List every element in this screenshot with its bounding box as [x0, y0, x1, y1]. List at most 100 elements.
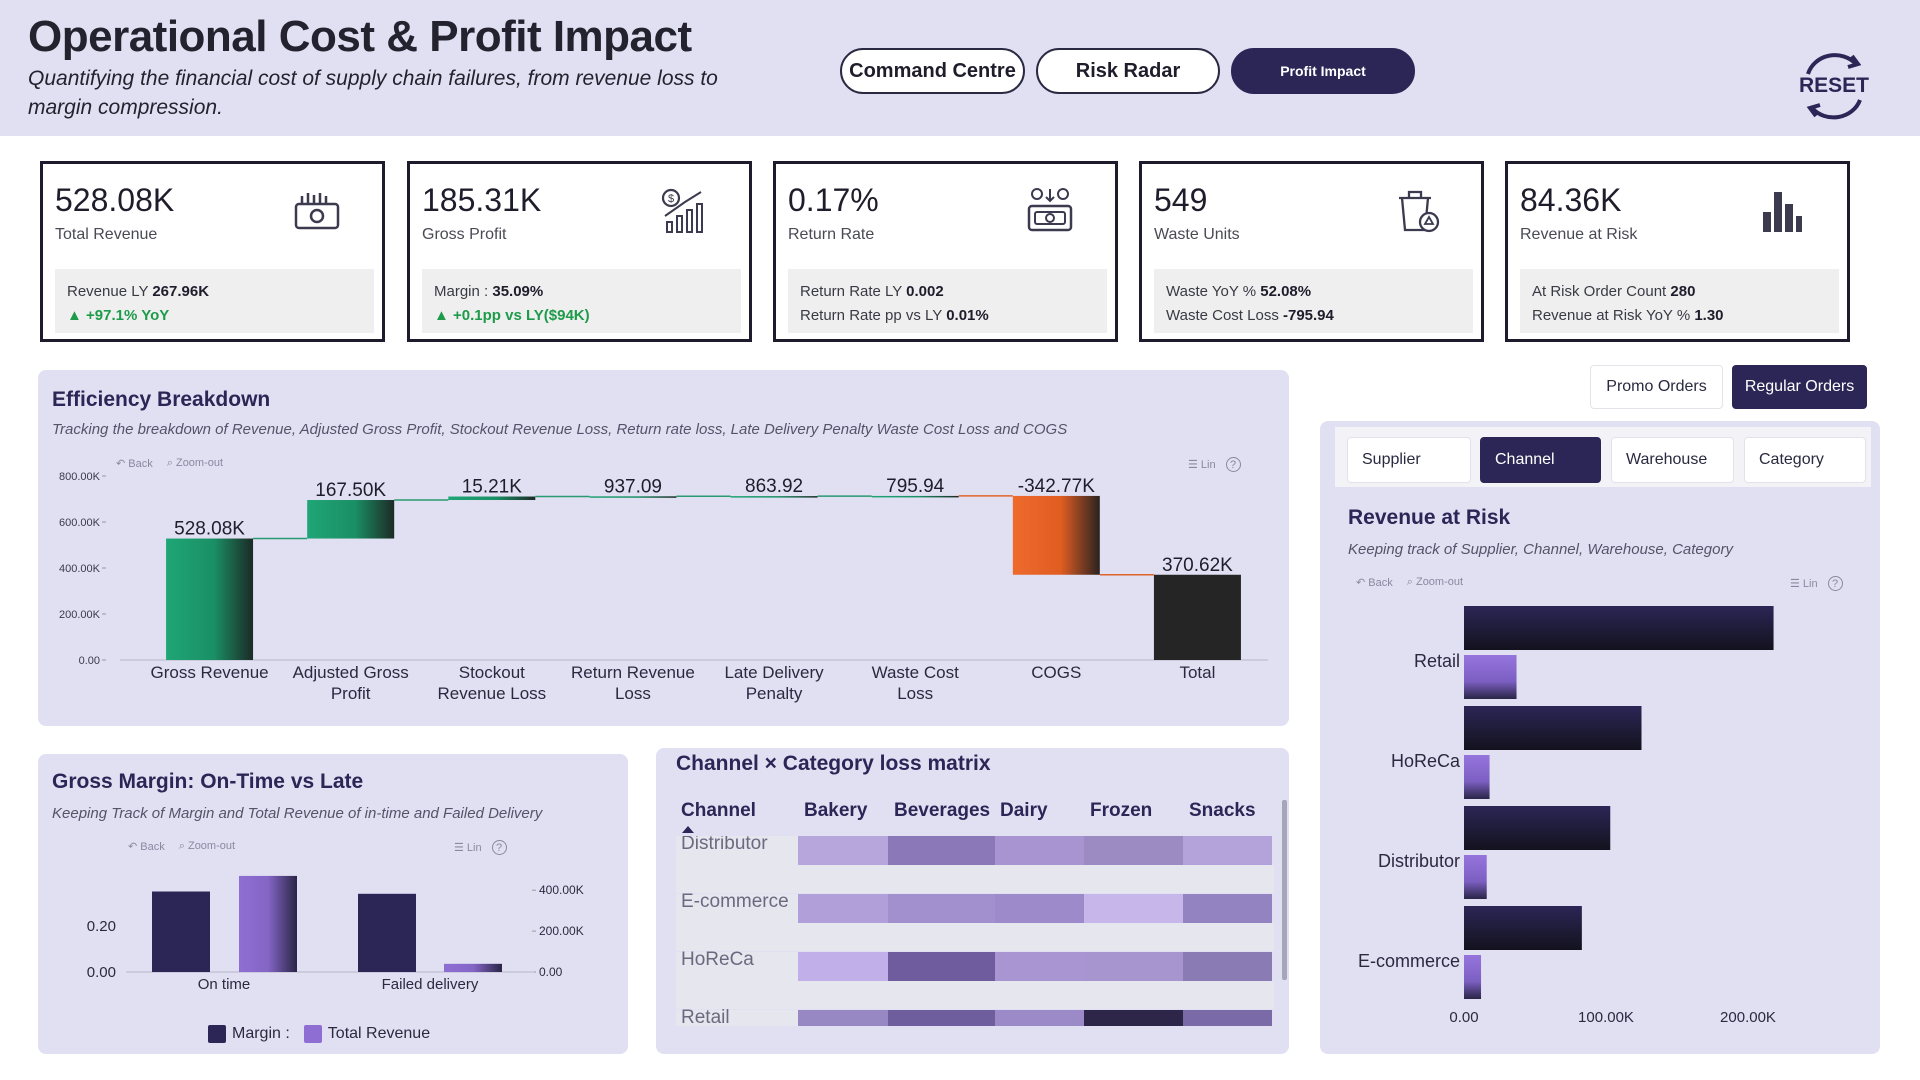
kpi-footer-value: 52.08%	[1260, 283, 1312, 300]
margin-bar	[152, 891, 210, 972]
back-label: Back	[1368, 577, 1393, 589]
matrix-cell[interactable]	[798, 836, 888, 865]
lin-label: Lin	[466, 842, 482, 854]
lin-label: Lin	[1802, 578, 1818, 590]
tab-channel[interactable]: Channel	[1480, 437, 1601, 483]
sort-asc-icon[interactable]	[682, 826, 694, 833]
matrix-header-frozen[interactable]: Frozen	[1090, 800, 1153, 821]
total-revenue-bar	[444, 963, 502, 972]
zoom-out-button[interactable]: ⌕ Zoom-out	[178, 840, 236, 852]
kpi-footer-label: Revenue LY	[67, 283, 153, 300]
kpi-footer-value: 1.30	[1694, 307, 1724, 324]
kpi-footer-label: At Risk Order Count	[1532, 283, 1671, 300]
help-icon[interactable]: ?	[491, 840, 507, 855]
x-tick-label: 100.00K	[1578, 1009, 1634, 1026]
matrix-header-beverages[interactable]: Beverages	[894, 800, 991, 821]
kpi-footer: Revenue LY 267.96K ▲ +97.1% YoY	[55, 269, 374, 333]
risk-category-label: Distributor	[1378, 851, 1460, 871]
lin-scale-button[interactable]: ☰ Lin	[1790, 578, 1818, 590]
x-category-label: Failed delivery	[382, 976, 479, 993]
x-tick-label: 0.00	[1449, 1009, 1478, 1026]
money-stack-icon	[294, 193, 340, 230]
page-title: Operational Cost & Profit Impact	[28, 12, 692, 61]
nav-risk-radar-button[interactable]: Risk Radar	[1036, 48, 1220, 94]
kpi-card-total-revenue: 528.08K Total Revenue Revenue LY 267.96K…	[40, 161, 385, 342]
zoom-out-label: Zoom-out	[187, 840, 236, 852]
risk-category-label: HoReCa	[1391, 751, 1461, 771]
regular-orders-button[interactable]: Regular Orders	[1732, 365, 1867, 409]
matrix-header-snacks[interactable]: Snacks	[1189, 800, 1256, 821]
waterfall-bar	[307, 500, 395, 539]
kpi-footer-value: 0.002	[906, 283, 944, 300]
kpi-yoy-change: ▲ +0.1pp vs LY($94K)	[434, 307, 590, 324]
reset-label: RESET	[1799, 74, 1869, 97]
tab-category[interactable]: Category	[1744, 437, 1866, 483]
waterfall-data-label: 167.50K	[315, 480, 386, 501]
zoom-out-button[interactable]: ⌕ Zoom-out	[166, 457, 224, 469]
matrix-header-bakery[interactable]: Bakery	[804, 800, 868, 821]
help-icon[interactable]: ?	[1225, 457, 1241, 472]
waterfall-data-label: 370.62K	[1162, 555, 1233, 576]
matrix-header-channel[interactable]: Channel	[681, 800, 756, 821]
x-category-label: On time	[198, 976, 251, 993]
promo-orders-button[interactable]: Promo Orders	[1590, 365, 1723, 409]
risk-bar-secondary	[1464, 855, 1487, 899]
matrix-cell[interactable]	[1183, 836, 1272, 865]
nav-profit-impact-button[interactable]: Profit Impact	[1231, 48, 1415, 94]
matrix-cell[interactable]	[1183, 1010, 1272, 1026]
matrix-cell[interactable]	[995, 894, 1084, 923]
matrix-cell[interactable]	[1084, 1010, 1183, 1026]
matrix-cell[interactable]	[1183, 952, 1272, 981]
loss-matrix-title: Channel × Category loss matrix	[676, 752, 991, 775]
reset-button[interactable]: RESET	[1796, 46, 1872, 122]
back-button[interactable]: ↶ Back	[128, 841, 165, 853]
help-icon[interactable]: ?	[1827, 576, 1843, 591]
zoom-out-button[interactable]: ⌕ Zoom-out	[1406, 576, 1464, 588]
risk-bar-primary	[1464, 906, 1582, 950]
matrix-cell[interactable]	[1183, 894, 1272, 923]
matrix-cell[interactable]	[995, 836, 1084, 865]
legend-margin-label: Margin :	[232, 1025, 290, 1042]
matrix-cell[interactable]	[798, 1010, 888, 1026]
kpi-footer-value: 35.09%	[492, 283, 544, 300]
kpi-footer-label: Return Rate LY	[800, 283, 907, 300]
matrix-cell[interactable]	[798, 952, 888, 981]
kpi-card-revenue-at-risk: 84.36K Revenue at Risk At Risk Order Cou…	[1505, 161, 1850, 342]
matrix-header-dairy[interactable]: Dairy	[1000, 800, 1048, 821]
matrix-cell[interactable]	[1084, 952, 1183, 981]
efficiency-scale-toolbar: ☰ Lin ?	[1188, 457, 1241, 472]
matrix-cell[interactable]	[888, 952, 995, 981]
nav-command-centre-button[interactable]: Command Centre	[840, 48, 1025, 94]
matrix-cell[interactable]	[995, 1010, 1084, 1026]
risk-category-label: Retail	[1414, 651, 1460, 671]
revenue-at-risk-subtitle: Keeping track of Supplier, Channel, Ware…	[1348, 541, 1733, 558]
matrix-cell[interactable]	[888, 836, 995, 865]
y-left-tick-label: 0.00	[87, 964, 116, 981]
matrix-row-spacer	[676, 865, 1274, 893]
kpi-label: Total Revenue	[55, 226, 158, 243]
lin-scale-button[interactable]: ☰ Lin	[1188, 459, 1216, 471]
lin-scale-button[interactable]: ☰ Lin	[454, 842, 482, 854]
matrix-cell[interactable]	[1084, 836, 1183, 865]
matrix-cell[interactable]	[798, 894, 888, 923]
matrix-cell[interactable]	[995, 952, 1084, 981]
margin-bar	[358, 893, 416, 972]
matrix-cell[interactable]	[888, 894, 995, 923]
waterfall-data-label: 15.21K	[462, 477, 523, 498]
back-label: Back	[140, 841, 165, 853]
waterfall-data-label: -342.77K	[1018, 476, 1095, 497]
gross-margin-chart: 0.00 0.20 0.00 200.00K 400.00K On time Failed …	[87, 875, 584, 993]
matrix-row-label-bg	[676, 894, 798, 923]
waterfall-bar	[871, 495, 959, 498]
matrix-cell[interactable]	[888, 1010, 995, 1026]
gross-margin-scale-toolbar: ☰ Lin ?	[454, 840, 507, 855]
kpi-value: 528.08K	[55, 182, 175, 218]
back-button[interactable]: ↶ Back	[1356, 577, 1393, 589]
kpi-label: Return Rate	[788, 226, 875, 243]
tab-warehouse[interactable]: Warehouse	[1611, 437, 1734, 483]
back-button[interactable]: ↶ Back	[116, 458, 153, 470]
y-left-tick-label: 0.20	[87, 918, 116, 935]
tab-supplier[interactable]: Supplier	[1347, 437, 1471, 483]
matrix-cell[interactable]	[1084, 894, 1183, 923]
matrix-scrollbar[interactable]	[1282, 800, 1287, 980]
